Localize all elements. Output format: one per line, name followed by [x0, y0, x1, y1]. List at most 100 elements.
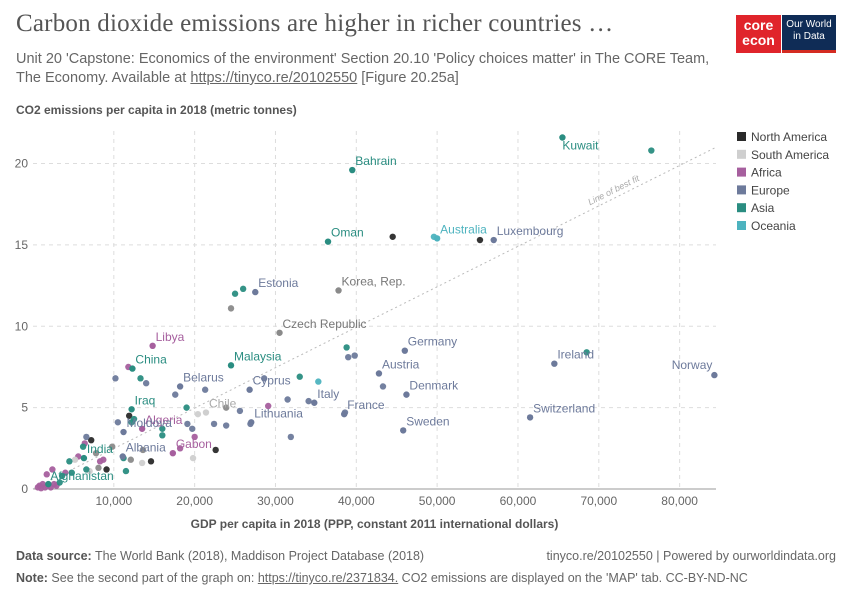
data-point	[147, 458, 155, 465]
data-point	[96, 458, 104, 465]
data-point	[87, 436, 95, 444]
point-label: Malaysia	[234, 349, 282, 363]
data-point	[201, 386, 209, 393]
data-point	[129, 365, 136, 372]
point-label: France	[347, 398, 385, 412]
legend-item: South America	[751, 148, 829, 162]
point-label: Bahrain	[355, 154, 396, 168]
note-suffix: CO2 emissions are displayed on the 'MAP'…	[398, 571, 748, 585]
point-label: Denmark	[409, 379, 459, 393]
data-point	[401, 347, 409, 354]
data-point	[92, 450, 100, 457]
point-label: Czech Republic	[283, 317, 367, 331]
data-point	[80, 454, 88, 462]
data-point	[119, 453, 126, 460]
data-point	[50, 480, 58, 488]
legend-item: Oceania	[751, 219, 796, 233]
data-point	[324, 238, 332, 245]
point-label: Belarus	[183, 370, 224, 384]
data-point	[222, 422, 230, 429]
data-point	[122, 467, 130, 475]
data-point	[284, 396, 291, 403]
core-econ-logo[interactable]: core econ	[736, 15, 781, 53]
subtitle-suffix: [Figure 20.25a]	[357, 70, 459, 86]
data-point	[210, 420, 218, 428]
x-tick-label: 70,000	[580, 494, 617, 508]
x-tick-label: 40,000	[338, 494, 375, 508]
data-point	[169, 450, 177, 457]
data-point	[109, 443, 116, 450]
data-point	[389, 233, 396, 240]
point-label: Italy	[317, 387, 339, 401]
data-point	[103, 466, 110, 473]
legend-swatch	[737, 149, 746, 159]
data-point	[315, 378, 322, 385]
data-point	[276, 329, 283, 336]
data-point	[248, 419, 255, 426]
data-point	[183, 404, 190, 411]
point-label: Gabon	[176, 437, 212, 451]
legend-swatch	[737, 132, 746, 141]
data-point	[559, 134, 566, 141]
point-label: Germany	[408, 335, 457, 349]
data-point	[128, 419, 135, 426]
x-axis-title: GDP per capita in 2018 (PPP, constant 20…	[191, 517, 559, 531]
data-point	[194, 410, 202, 418]
data-point	[265, 402, 272, 410]
data-point	[239, 285, 247, 293]
data-point	[120, 428, 127, 436]
data-point	[83, 433, 90, 441]
x-tick-label: 50,000	[419, 494, 456, 508]
data-point	[227, 362, 235, 369]
point-label: Norway	[672, 358, 713, 372]
data-point	[260, 375, 268, 382]
data-point	[139, 446, 147, 454]
data-point	[66, 458, 73, 465]
data-point	[526, 414, 534, 421]
point-label: Kuwait	[562, 139, 599, 153]
point-label: Chile	[209, 397, 237, 411]
data-point	[114, 419, 122, 426]
data-point	[231, 290, 239, 297]
data-point	[403, 391, 410, 398]
our-world-in-data-logo[interactable]: Our World in Data	[782, 15, 836, 53]
data-point	[34, 484, 42, 491]
point-label: Cyprus	[253, 374, 291, 388]
subtitle-link[interactable]: https://tinyco.re/20102550	[190, 70, 358, 86]
data-point	[159, 432, 166, 439]
footer-credit[interactable]: tinyco.re/20102550 | Powered by ourworld…	[546, 549, 836, 563]
data-point	[212, 446, 219, 454]
data-point	[335, 287, 342, 294]
data-point	[343, 344, 350, 351]
data-point	[125, 412, 133, 419]
data-point	[296, 373, 303, 380]
data-point	[305, 397, 312, 405]
data-point	[490, 236, 497, 244]
data-point	[246, 386, 253, 393]
legend-swatch	[737, 185, 746, 195]
data-point	[189, 425, 196, 432]
chart-note: Note: See the second part of the graph o…	[16, 571, 748, 585]
data-point	[45, 480, 52, 488]
note-link[interactable]: https://tinyco.re/2371834.	[257, 571, 399, 585]
data-point	[83, 466, 90, 473]
point-label: Lithuania	[254, 406, 303, 420]
point-label: Estonia	[258, 276, 298, 290]
data-point	[128, 406, 135, 413]
point-label: Korea, Rep.	[342, 274, 406, 288]
data-point	[56, 479, 63, 486]
data-point	[227, 305, 235, 312]
data-point	[176, 445, 184, 452]
data-point	[375, 370, 383, 377]
data-point	[191, 433, 198, 441]
data-point	[49, 466, 56, 473]
legend-item: North America	[751, 130, 827, 144]
legend-swatch	[737, 221, 746, 230]
data-point	[189, 454, 197, 462]
data-point	[137, 375, 144, 382]
point-label: Algeria	[145, 413, 183, 427]
subtitle-text: Unit 20 'Capstone: Economics of the envi…	[16, 51, 710, 86]
legend-item: Africa	[751, 166, 782, 180]
data-point	[138, 425, 146, 432]
